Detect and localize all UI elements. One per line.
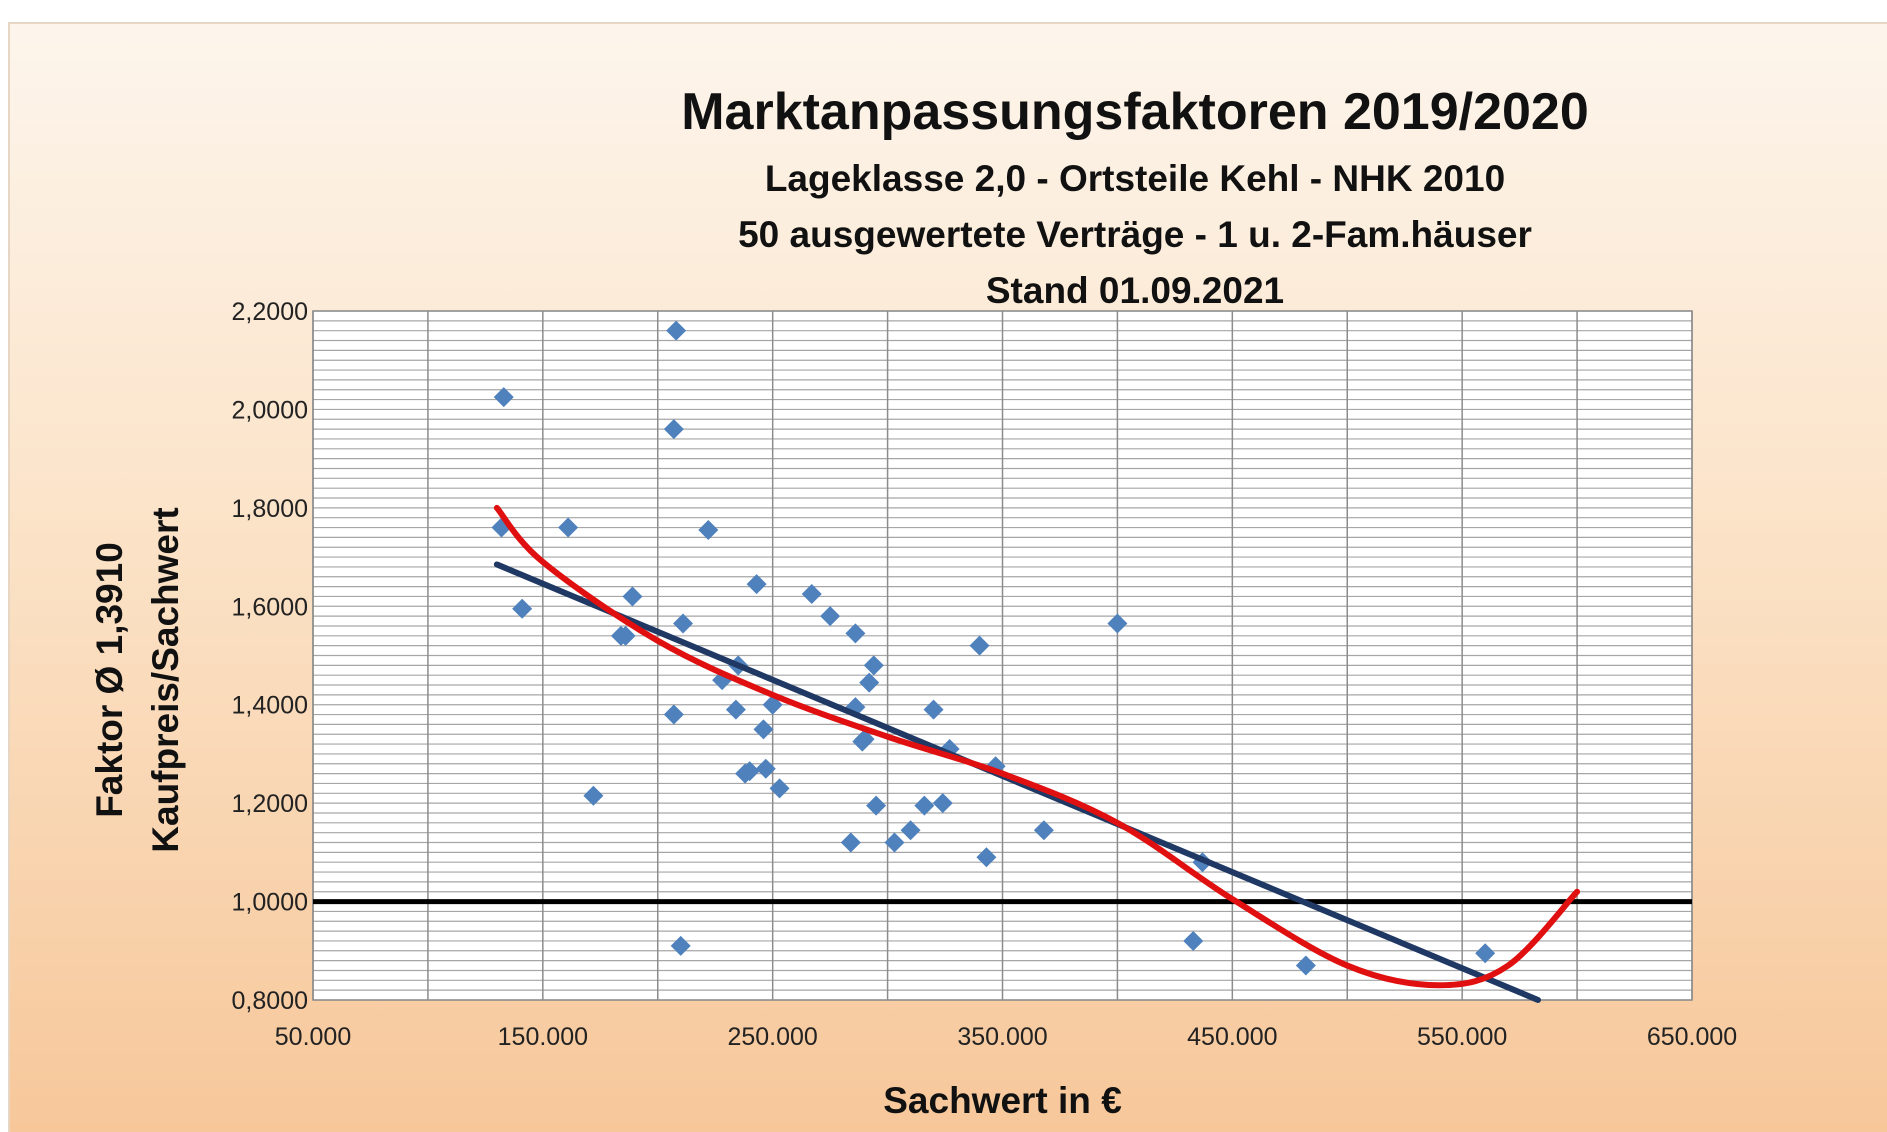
data-point	[976, 847, 997, 868]
data-point	[493, 387, 514, 408]
y-tick-label: 1,4000	[232, 692, 308, 720]
chart-title: Marktanpassungsfaktoren 2019/2020	[681, 83, 1589, 141]
y-tick-label: 1,6000	[232, 593, 308, 621]
y-tick-label: 1,8000	[232, 495, 308, 523]
trend-lines	[493, 504, 1581, 1003]
plot-border	[312, 310, 1693, 1001]
y-axis-title-line-1: Faktor Ø 1,3910	[89, 542, 130, 818]
data-point	[622, 586, 643, 607]
data-point	[753, 719, 774, 740]
data-point	[769, 778, 790, 799]
y-tick-label: 1,0000	[232, 889, 308, 917]
data-point	[932, 793, 953, 814]
data-point	[1475, 943, 1496, 964]
data-point	[698, 520, 719, 541]
x-tick-label: 50.000	[275, 1023, 351, 1051]
x-tick-label: 650.000	[1647, 1023, 1737, 1051]
data-point	[923, 699, 944, 720]
polynomial-trend-curve	[493, 504, 1581, 989]
data-point	[884, 832, 905, 853]
data-point	[615, 625, 636, 646]
data-point	[755, 758, 776, 779]
data-point	[1033, 820, 1054, 841]
grid	[312, 310, 1693, 1001]
data-point	[666, 320, 687, 341]
x-tick-label: 150.000	[498, 1023, 588, 1051]
data-point	[969, 635, 990, 656]
chart-subtitle-2: 50 ausgewertete Verträge - 1 u. 2-Fam.hä…	[738, 214, 1532, 255]
data-point	[845, 623, 866, 644]
data-point	[739, 761, 760, 782]
chart-subtitle-3: Stand 01.09.2021	[985, 270, 1285, 311]
data-point	[746, 574, 767, 595]
data-point	[583, 785, 604, 806]
x-tick-label: 450.000	[1187, 1023, 1277, 1051]
data-points	[491, 320, 1496, 976]
data-point	[663, 419, 684, 440]
data-point	[801, 583, 822, 604]
data-point	[900, 820, 921, 841]
data-point	[914, 795, 935, 816]
data-point	[558, 517, 579, 538]
y-axis-title-line-2: Kaufpreis/Sachwert	[145, 507, 186, 852]
data-point	[670, 935, 691, 956]
data-point	[866, 795, 887, 816]
y-tick-label: 1,2000	[232, 790, 308, 818]
data-point	[673, 613, 694, 634]
y-tick-label: 0,8000	[232, 987, 308, 1015]
data-point	[1183, 930, 1204, 951]
y-tick-label: 2,0000	[232, 396, 308, 424]
data-point	[859, 672, 880, 693]
x-tick-label: 250.000	[727, 1023, 817, 1051]
chart-subtitle-1: Lageklasse 2,0 - Ortsteile Kehl - NHK 20…	[764, 158, 1506, 199]
data-point	[512, 598, 533, 619]
data-point	[1107, 613, 1128, 634]
x-axis-title: Sachwert in €	[883, 1080, 1122, 1121]
axes: 0,8000 1,0000 1,2000 1,4000 1,6000 1,8000 2,00…	[232, 298, 1738, 1051]
data-point	[663, 704, 684, 725]
y-tick-label: 2,2000	[232, 298, 308, 326]
data-point	[863, 655, 884, 676]
data-point	[1295, 955, 1316, 976]
data-point	[725, 699, 746, 720]
x-tick-label: 550.000	[1417, 1023, 1507, 1051]
x-tick-label: 350.000	[957, 1023, 1047, 1051]
data-point	[820, 606, 841, 627]
data-point	[840, 832, 861, 853]
data-point	[854, 729, 875, 750]
